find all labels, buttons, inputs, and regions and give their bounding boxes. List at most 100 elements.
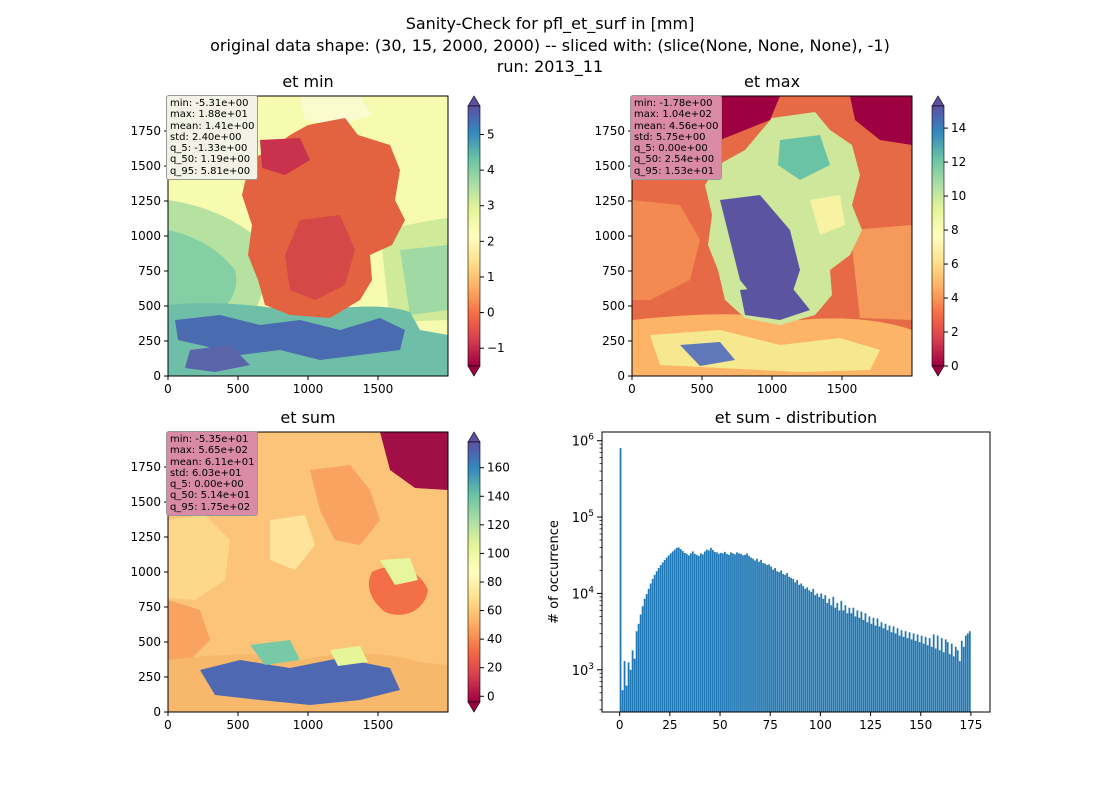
distribution-bar (836, 602, 839, 712)
et-max-title: et max (743, 72, 801, 91)
distribution-bar (944, 639, 947, 712)
et-min-stats-line: q_50: 1.19e+00 (170, 154, 251, 166)
distribution-bar (764, 563, 766, 712)
distribution-bar (766, 565, 768, 712)
distribution-bar (625, 685, 628, 712)
distribution-bar (950, 643, 953, 712)
distribution-bar (936, 635, 939, 712)
distribution-axes-frame (601, 431, 991, 713)
et-min-stats-line: q_5: -1.33e+00 (170, 143, 248, 155)
distribution-bar (810, 591, 813, 712)
distribution-bar (691, 551, 694, 712)
distribution-bar (760, 559, 762, 712)
et-max-stats-line: q_5: 0.00e+00 (634, 143, 708, 155)
et-max-ytick-label: 1500 (594, 159, 625, 173)
et-min-ytick-label: 1500 (130, 159, 161, 173)
distribution-bar (671, 551, 674, 712)
distribution-bar (756, 558, 758, 712)
distribution-bar (954, 646, 957, 712)
distribution-bar (661, 562, 664, 712)
distribution-bar (681, 550, 684, 712)
et-sum-stats-line: min: -5.35e+01 (170, 434, 249, 445)
distribution-bar (752, 558, 754, 712)
et-max-ytick-label: 250 (602, 334, 625, 348)
distribution-bar (948, 654, 951, 712)
distribution-bar (886, 630, 889, 712)
distribution-bar (942, 652, 945, 712)
distribution-bar (898, 635, 901, 712)
distribution-bar (912, 633, 915, 712)
distribution-bar (872, 617, 875, 712)
et-min-stats-line: std: 2.40e+00 (170, 131, 242, 143)
distribution-bar (701, 554, 704, 712)
et-max-colorbar-tick-label: 8 (951, 223, 959, 237)
distribution-bar (718, 553, 720, 712)
distribution-bar (842, 610, 845, 712)
distribution-bar (746, 553, 748, 712)
et-min-ytick-label: 0 (153, 369, 161, 383)
distribution-bar (619, 448, 622, 712)
distribution-bar (958, 661, 961, 712)
distribution-bar (824, 595, 827, 712)
distribution-bar (705, 549, 708, 712)
et-min-ytick-label: 1000 (130, 229, 161, 243)
distribution-bar (874, 625, 877, 712)
et-min-ytick-label: 1250 (130, 194, 161, 208)
et-sum-xtick-label: 0 (164, 718, 172, 732)
distribution-xtick-label: 100 (809, 718, 832, 732)
distribution-bar (796, 579, 799, 712)
distribution-xtick-label: 25 (662, 718, 677, 732)
distribution-bar (677, 547, 680, 712)
et-sum-ytick-label: 750 (138, 600, 161, 614)
et-min-ytick-label: 500 (138, 299, 161, 313)
et-max-ytick-label: 1750 (594, 124, 625, 138)
distribution-bar (816, 593, 819, 712)
distribution-xtick-label: 150 (909, 718, 932, 732)
distribution-bar (635, 631, 638, 712)
distribution-bar (639, 614, 642, 712)
distribution-bar (659, 565, 662, 712)
distribution-bar (956, 650, 959, 712)
et-min-colorbar-tick-label: 1 (487, 270, 495, 284)
distribution-bar (906, 638, 909, 712)
et-min-colorbar-tick-label: 5 (487, 127, 495, 141)
et-max-colorbar-extend-min (931, 365, 945, 377)
distribution-xtick-label: 75 (763, 718, 778, 732)
distribution-bar (754, 560, 756, 712)
distribution-bar (669, 553, 672, 712)
et-sum-axis-ticks: 0 500 1000 1500 0 250 500 750 1000 1250 1500 1750 (130, 460, 393, 732)
distribution-bar (657, 568, 660, 712)
distribution-bar (714, 551, 716, 712)
et-sum-colorbar-gradient (467, 441, 481, 703)
et-sum-colorbar-extend-min (467, 701, 481, 713)
et-min-colorbar-tick-label: 0 (487, 306, 495, 320)
et-max-xtick-label: 1000 (757, 382, 788, 396)
et-min-colorbar-gradient (467, 105, 481, 367)
distribution-bar (922, 643, 925, 712)
et-min-colorbar-extend-min (467, 365, 481, 377)
distribution-bar (782, 573, 785, 712)
distribution-bar (633, 658, 636, 712)
et-max-ytick-label: 0 (617, 369, 625, 383)
et-min-axis-ticks: 0 500 1000 1500 0 250 500 750 1000 1250 1500 1750 (130, 124, 393, 396)
distribution-bar (774, 568, 776, 712)
et-min-stats-line: max: 1.88e+01 (170, 109, 248, 121)
distribution-bar (968, 631, 971, 712)
distribution-bar (924, 636, 927, 712)
et-min-stats-box: min: -5.31e+00 max: 1.88e+01 mean: 1.41e+0… (166, 95, 259, 181)
et-max-stats-line: min: -1.78e+00 (634, 98, 713, 109)
et-min-stats-line: q_95: 5.81e+00 (170, 165, 251, 177)
distribution-bar (653, 574, 656, 712)
distribution-bar (880, 622, 883, 712)
et-sum-stats-line: q_5: 0.00e+00 (170, 479, 244, 491)
distribution-bar (768, 564, 770, 712)
distribution-xtick-label: 50 (712, 718, 727, 732)
et-sum-ytick-label: 0 (153, 705, 161, 719)
distribution-bar (740, 553, 742, 712)
distribution-bar (711, 550, 714, 712)
distribution-bar (724, 551, 726, 712)
distribution-bar (655, 571, 658, 712)
distribution-bar (890, 632, 893, 712)
distribution-bar (697, 555, 700, 712)
distribution-bar (830, 605, 833, 712)
